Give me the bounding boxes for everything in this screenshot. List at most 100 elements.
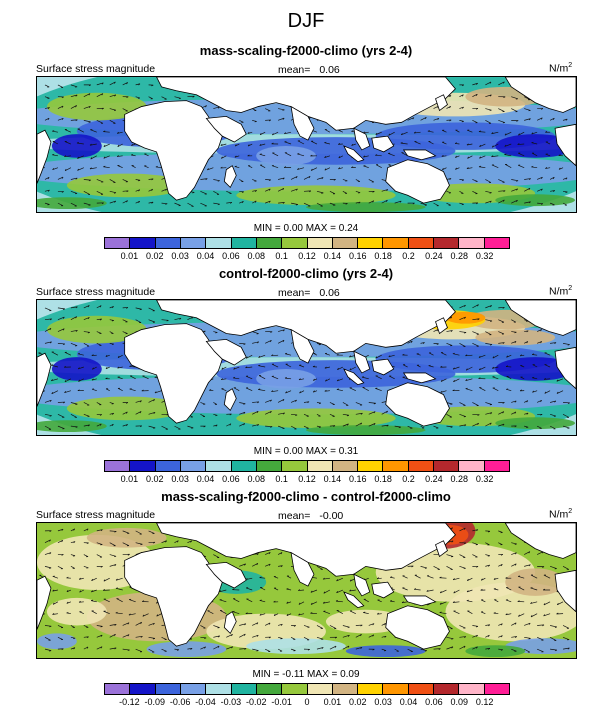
colorbar-tick-label: 0.06	[222, 251, 240, 261]
colorbar-swatch	[180, 684, 207, 694]
field-contour-region	[495, 357, 576, 381]
colorbar-swatch	[105, 461, 131, 471]
land-mass	[37, 129, 52, 184]
colorbar-tick-label: 0.12	[298, 251, 316, 261]
colorbar-tick-label: 0.03	[171, 251, 189, 261]
colorbar-swatch	[206, 461, 232, 471]
field-contour-region	[246, 638, 346, 655]
field-contour-region	[146, 641, 227, 658]
variable-label: Surface stress magnitude	[36, 63, 156, 75]
mean-label: mean=	[278, 510, 311, 522]
colorbar-swatch	[459, 461, 485, 471]
colorbar-swatch	[434, 461, 460, 471]
colorbar-swatch	[256, 238, 283, 248]
colorbar-tick-label: 0.02	[348, 697, 367, 707]
colorbar-tick-label: 0.06	[425, 697, 443, 707]
land-mass	[343, 368, 365, 386]
land-masses	[37, 77, 576, 204]
land-mass	[223, 611, 237, 635]
mean-label: mean=	[278, 64, 311, 76]
colorbar-swatch	[358, 461, 384, 471]
colorbar-tick-label: 0.24	[425, 251, 443, 261]
colorbar-tick-label: 0.1	[275, 474, 288, 484]
land-mass	[124, 546, 223, 647]
field-contour-region	[66, 173, 187, 198]
colorbar-tick-label: 0.09	[450, 697, 469, 707]
colorbar-swatch	[256, 461, 283, 471]
colorbar-swatch	[408, 238, 435, 248]
land-mass	[353, 127, 371, 151]
colorbar-tick-label: 0.02	[145, 251, 164, 261]
land-mass	[402, 595, 437, 607]
field-contour-region	[236, 185, 396, 206]
min-max-readout: MIN = -0.11 MAX = 0.09	[252, 669, 360, 680]
field-contour-region	[465, 645, 526, 658]
colorbar-swatch	[307, 684, 333, 694]
field-contour-region	[86, 527, 167, 548]
colorbar-tick-label: -0.03	[220, 697, 242, 707]
panel-title: mass-scaling-f2000-climo - control-f2000…	[161, 489, 451, 504]
colorbar-swatch	[408, 684, 435, 694]
land-mass	[385, 605, 450, 650]
colorbar-swatch	[459, 238, 485, 248]
field-contour-region	[445, 582, 576, 642]
land-mass	[435, 94, 448, 112]
land-mass	[385, 382, 450, 427]
colorbar	[104, 237, 510, 249]
colorbar-tick-label: 0.24	[425, 474, 443, 484]
colorbar-swatch	[155, 684, 181, 694]
land-mass	[290, 105, 315, 141]
colorbar-tick-label: 0	[304, 697, 310, 707]
colorbar-swatch	[484, 461, 509, 471]
colorbar-tick-label: -0.04	[195, 697, 216, 707]
colorbar-swatch	[434, 684, 460, 694]
colorbar-swatch	[105, 684, 131, 694]
land-mass	[504, 523, 576, 559]
land-mass	[205, 562, 247, 589]
min-max-readout: MIN = 0.00 MAX = 0.24	[253, 223, 359, 234]
colorbar-swatch	[130, 684, 156, 694]
colorbar-tick-label: 0.2	[402, 251, 415, 261]
field-contour-region	[37, 633, 77, 650]
colorbar-swatch	[383, 238, 409, 248]
land-mass	[371, 358, 395, 376]
colorbar-tick-label: 0.04	[399, 697, 418, 707]
land-mass	[435, 317, 448, 335]
colorbar-tick-label: -0.06	[169, 697, 191, 707]
mean-value: 0.06	[316, 287, 340, 299]
field-contour-region	[495, 194, 576, 207]
mean-value: -0.00	[316, 510, 344, 522]
field-contour-region	[51, 134, 102, 158]
colorbar-tick-label: 0.02	[145, 474, 164, 484]
colorbar-tick-label: 0.01	[120, 251, 139, 261]
colorbar-tick-label: 0.28	[450, 474, 469, 484]
field-contour-region	[256, 145, 316, 166]
land-mass	[554, 123, 576, 167]
land-mass	[353, 350, 371, 374]
colorbar-tick-label: 0.32	[475, 251, 494, 261]
mean-value: 0.06	[316, 64, 340, 76]
colorbar-swatch	[459, 684, 485, 694]
land-mass	[402, 372, 437, 384]
mean-readout: mean= 0.06	[278, 64, 340, 76]
colorbar-tick-label: 0.03	[171, 474, 189, 484]
mean-readout: mean= -0.00	[278, 510, 343, 522]
field-contour-region	[51, 357, 102, 381]
colorbar-tick-label: 0.18	[374, 474, 392, 484]
colorbar	[104, 683, 510, 695]
colorbar-tick-label: 0.08	[247, 251, 266, 261]
colorbar-swatch	[180, 238, 207, 248]
field-contour-region	[306, 202, 426, 212]
figure-title: DJF	[287, 10, 325, 32]
colorbar-swatch	[155, 461, 181, 471]
colorbar-tick-label: 0.14	[323, 251, 342, 261]
field-contour-region	[236, 408, 396, 429]
land-mass	[205, 116, 247, 143]
colorbar-swatch	[332, 684, 359, 694]
land-mass	[290, 328, 315, 364]
land-mass	[343, 145, 365, 163]
colorbar-tick-label: 0.32	[475, 474, 494, 484]
colorbar-swatch	[206, 684, 232, 694]
land-mass	[223, 165, 237, 189]
colorbar-tick-label: 0.16	[348, 474, 367, 484]
